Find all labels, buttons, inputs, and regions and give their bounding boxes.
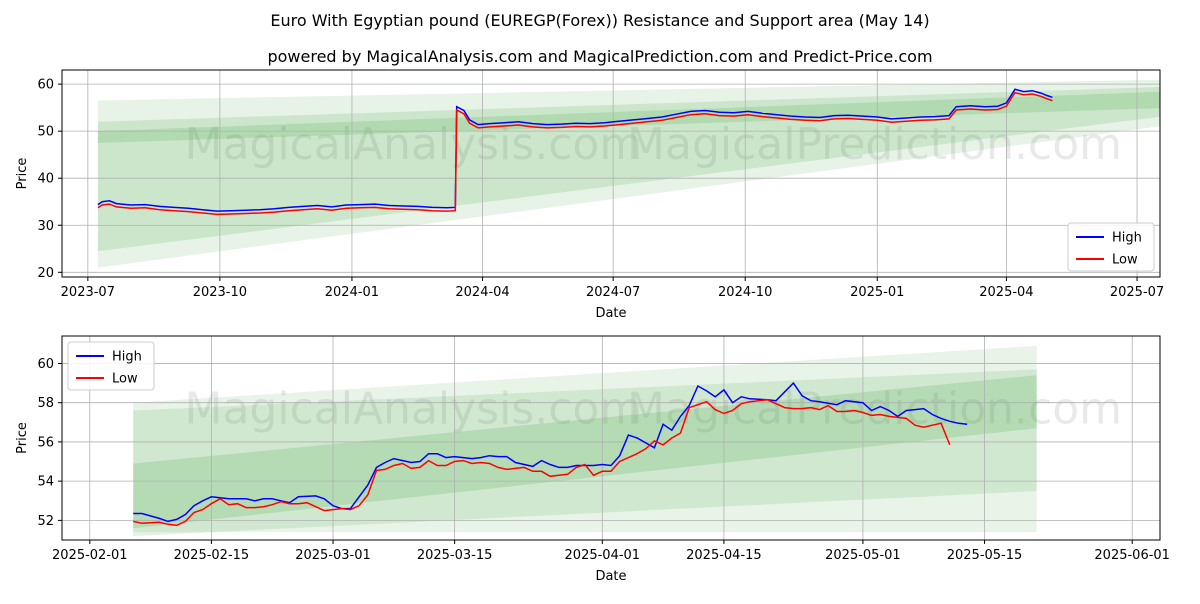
chart-title: Euro With Egyptian pound (EUREGP(Forex))… bbox=[270, 11, 929, 30]
bottom-panel: MagicalAnalysis.comMagicalPrediction.com… bbox=[15, 335, 1170, 584]
band-3 bbox=[97, 91, 1160, 143]
x-tick-label: 2024-07 bbox=[586, 285, 640, 300]
x-axis-label: Date bbox=[595, 306, 626, 321]
plot-frame bbox=[61, 335, 1161, 541]
y-tick-label: 20 bbox=[37, 266, 54, 281]
x-tick-label: 2025-05-15 bbox=[947, 548, 1023, 563]
x-tick-label: 2025-05-01 bbox=[825, 548, 901, 563]
band-1 bbox=[97, 79, 1160, 268]
series-line-low bbox=[133, 399, 951, 527]
x-tick-label: 2025-02-15 bbox=[174, 548, 250, 563]
top-panel: MagicalAnalysis.comMagicalPrediction.com… bbox=[15, 69, 1164, 321]
y-tick-label: 60 bbox=[37, 357, 54, 372]
y-tick-label: 58 bbox=[37, 396, 54, 411]
support-resistance-bands bbox=[133, 345, 1037, 537]
y-tick-label: 54 bbox=[37, 475, 54, 490]
watermark-left: MagicalAnalysis.com bbox=[185, 384, 643, 435]
x-tick-label: 2023-07 bbox=[61, 285, 115, 300]
legend-label-high: High bbox=[1112, 231, 1142, 246]
series-line-high bbox=[97, 88, 1053, 212]
support-resistance-bands bbox=[97, 79, 1160, 268]
x-tick-label: 2025-04-01 bbox=[565, 548, 641, 563]
series-group bbox=[133, 381, 968, 527]
band-2 bbox=[97, 86, 1160, 252]
x-tick-label: 2025-03-15 bbox=[417, 548, 493, 563]
x-tick-label: 2025-06-01 bbox=[1094, 548, 1170, 563]
plot-frame bbox=[61, 69, 1161, 278]
x-axis-label: Date bbox=[595, 569, 626, 584]
series-group bbox=[97, 88, 1053, 216]
y-tick-label: 30 bbox=[37, 219, 54, 234]
x-tick-label: 2025-02-01 bbox=[52, 548, 128, 563]
x-tick-label: 2025-03-01 bbox=[295, 548, 371, 563]
y-tick-label: 60 bbox=[37, 78, 54, 93]
x-tick-label: 2025-07 bbox=[1110, 285, 1164, 300]
x-tick-label: 2025-04-15 bbox=[686, 548, 762, 563]
grid bbox=[62, 336, 1160, 540]
legend: High Low bbox=[67, 341, 155, 391]
band-1 bbox=[133, 345, 1037, 533]
y-axis-label: Price bbox=[15, 158, 30, 190]
grid bbox=[62, 70, 1160, 277]
band-2 bbox=[133, 369, 1037, 537]
y-axis-label: Price bbox=[15, 422, 30, 454]
series-line-low bbox=[97, 91, 1053, 216]
x-tick-label: 2025-01 bbox=[850, 285, 904, 300]
legend-label-low: Low bbox=[1112, 253, 1138, 268]
x-tick-label: 2024-10 bbox=[718, 285, 772, 300]
legend-label-high: High bbox=[112, 350, 142, 365]
x-tick-label: 2025-04 bbox=[979, 285, 1033, 300]
legend-label-low: Low bbox=[112, 372, 138, 387]
x-tick-label: 2023-10 bbox=[193, 285, 247, 300]
legend: High Low bbox=[1067, 222, 1155, 272]
y-tick-label: 52 bbox=[37, 514, 54, 529]
band-3 bbox=[133, 375, 1037, 529]
chart-subtitle: powered by MagicalAnalysis.com and Magic… bbox=[267, 47, 932, 66]
y-tick-label: 40 bbox=[37, 172, 54, 187]
y-tick-label: 56 bbox=[37, 435, 54, 450]
series-line-high bbox=[133, 381, 968, 523]
y-tick-label: 50 bbox=[37, 125, 54, 140]
watermark-right: MagicalPrediction.com bbox=[627, 119, 1122, 170]
x-tick-label: 2024-01 bbox=[325, 285, 379, 300]
x-tick-label: 2024-04 bbox=[455, 285, 509, 300]
